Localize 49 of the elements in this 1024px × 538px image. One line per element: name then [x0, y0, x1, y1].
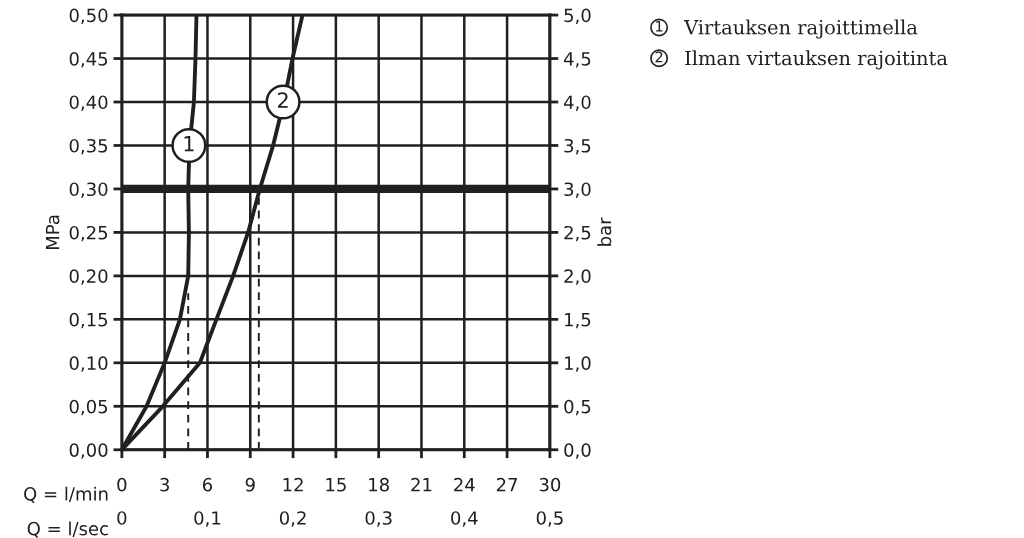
x-tick-label: 6 — [202, 477, 213, 492]
y2-tick-label: 1,5 — [565, 313, 591, 329]
y2-tick-label: 3,5 — [564, 138, 591, 155]
y-tick-label: 0,45 — [69, 51, 108, 68]
text: 2 — [655, 51, 663, 63]
x-tick-label: 0 — [117, 477, 127, 492]
legend-label: Virtauksen rajoittimella — [683, 19, 918, 39]
y-tick-label: 0,15 — [69, 312, 108, 329]
x-tick-label: 24 — [454, 477, 475, 492]
x2-tick-label: 0,3 — [365, 511, 392, 527]
y2-tick-label: 5,0 — [564, 8, 591, 25]
y2-tick-label: 1,0 — [565, 356, 591, 372]
y-tick-label: 0,20 — [69, 269, 108, 285]
x2-axis-title: Q = l/sec — [27, 521, 108, 538]
y2-tick-label: 2,5 — [564, 225, 591, 242]
y-tick-label: 0,30 — [69, 182, 108, 198]
x-tick-label: 21 — [411, 477, 432, 492]
y2-tick-label: 2,0 — [564, 269, 591, 285]
annotation: 2 — [277, 92, 288, 108]
x2-tick-label: 0,1 — [194, 511, 221, 527]
y-axis-title: MPa — [45, 215, 60, 249]
legend-label: Ilman virtauksen rajoitinta — [685, 50, 948, 70]
y-tick-label: 0,35 — [69, 138, 108, 155]
x2-tick-label: 0,5 — [536, 511, 563, 527]
y-tick-label: 0,50 — [69, 8, 108, 25]
x2-tick-label: 0,2 — [279, 511, 306, 527]
x-tick-label: 30 — [539, 477, 561, 492]
annotation: 1 — [184, 136, 194, 152]
y2-tick-label: 0,0 — [564, 443, 591, 459]
x2-tick-label: 0 — [117, 511, 127, 525]
y2-tick-label: 0,5 — [564, 399, 591, 416]
y-tick-label: 0,25 — [69, 225, 108, 242]
x-tick-label: 9 — [245, 477, 255, 492]
text: 1 — [656, 20, 663, 32]
x-axis-title: Q = l/min — [24, 486, 108, 503]
y2-tick-label: 3,0 — [564, 182, 591, 198]
y2-tick-label: 4,0 — [563, 95, 591, 111]
x2-tick-label: 0,4 — [451, 511, 478, 527]
x-tick-label: 18 — [369, 477, 389, 492]
x-tick-label: 12 — [283, 477, 303, 492]
x-tick-label: 15 — [326, 478, 346, 492]
x-tick-label: 27 — [496, 477, 518, 492]
y-tick-label: 0,05 — [69, 399, 108, 416]
y-tick-label: 0,00 — [69, 443, 108, 459]
y-tick-label: 0,40 — [69, 95, 108, 111]
y-tick-label: 0,10 — [69, 356, 108, 372]
y2-tick-label: 4,5 — [563, 52, 591, 68]
y2-axis-title: bar — [597, 217, 612, 246]
x-tick-label: 3 — [160, 477, 169, 492]
